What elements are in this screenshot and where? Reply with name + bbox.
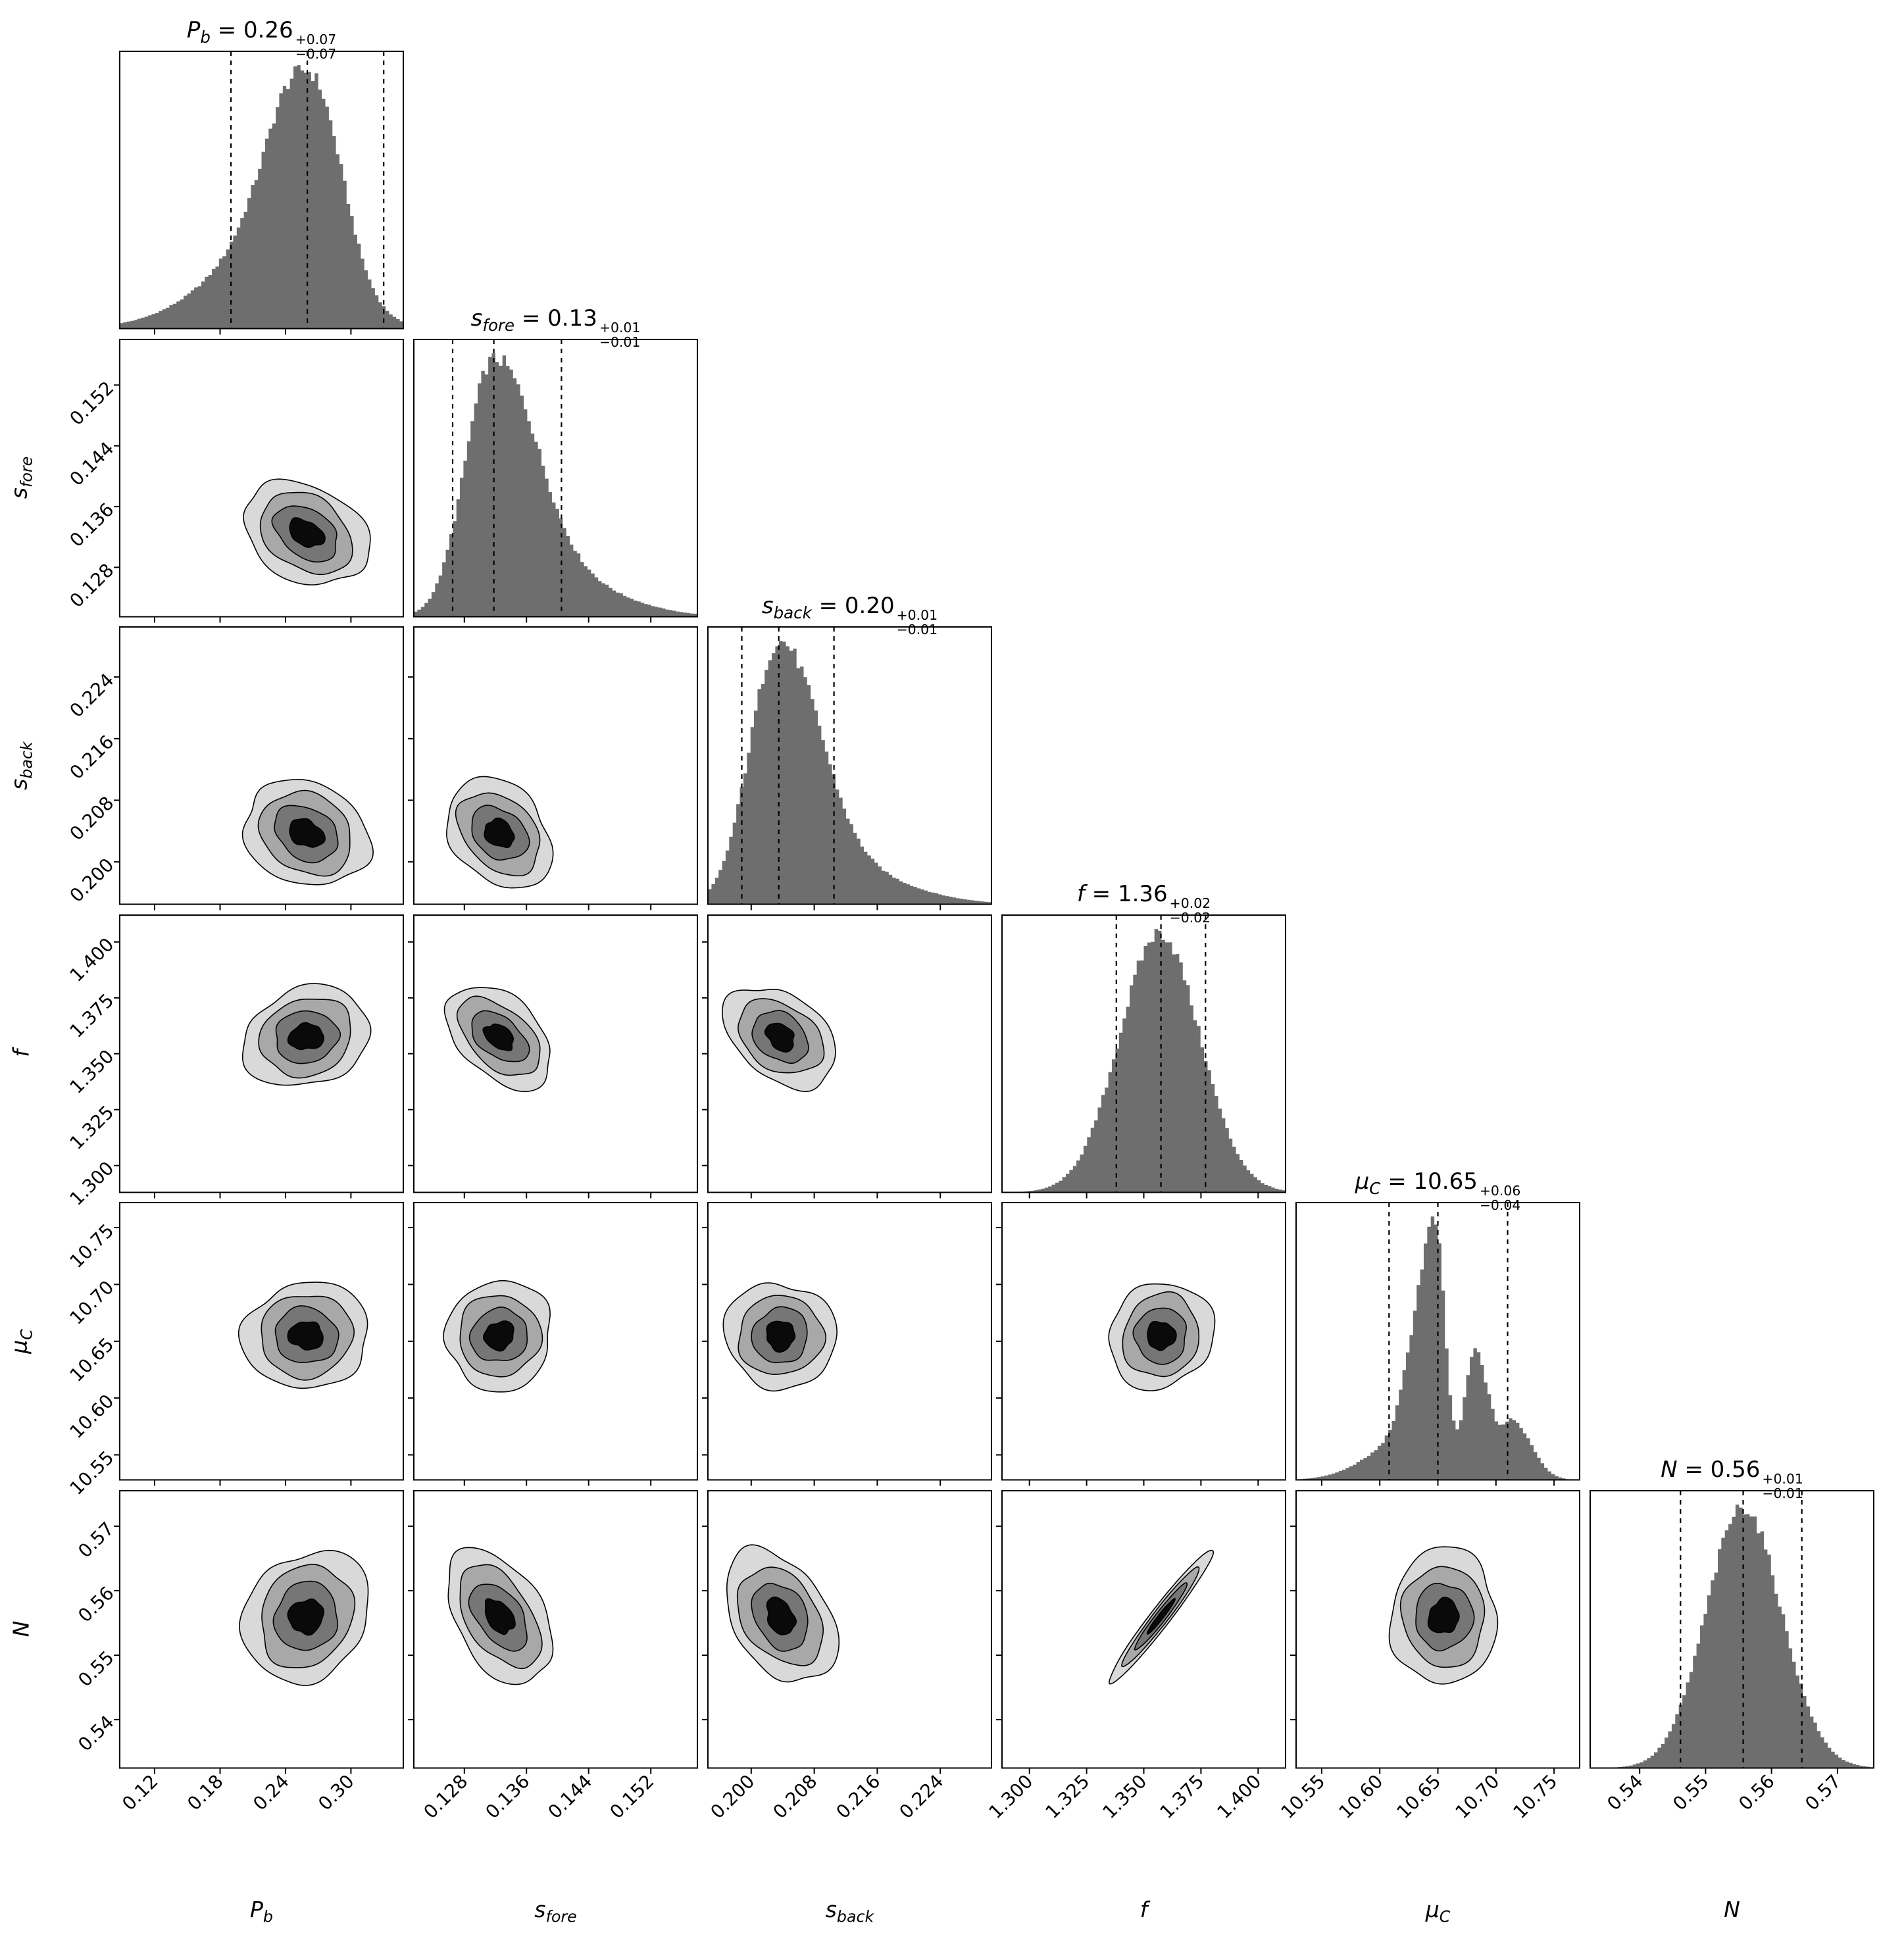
x-axis-label-s_fore: sfore bbox=[534, 1897, 577, 1926]
histogram-s_fore bbox=[414, 353, 697, 616]
hist-panel-P_b bbox=[119, 51, 404, 335]
x-axis-label-P_b: Pb bbox=[250, 1897, 273, 1926]
contour-level-3 bbox=[289, 516, 326, 548]
contour-level-3 bbox=[766, 1320, 796, 1353]
contour-level-3 bbox=[287, 1022, 324, 1050]
histogram-mu_C bbox=[1296, 1216, 1580, 1480]
panel-frame bbox=[119, 914, 404, 1193]
contour-level-3 bbox=[1147, 1320, 1177, 1351]
title-f: f = 1.36 +0.02 −0.02 bbox=[1076, 880, 1211, 926]
title-s_fore: sfore = 0.13 +0.01 −0.01 bbox=[470, 305, 641, 350]
panel-frame bbox=[1001, 914, 1286, 1193]
contour-level-3 bbox=[287, 1598, 324, 1635]
hist-panel-s_fore bbox=[413, 338, 698, 622]
hist-panel-N bbox=[1590, 1489, 1874, 1774]
x-axis-label-f: f bbox=[1140, 1897, 1148, 1922]
y-axis-label-s_back: sback bbox=[6, 741, 36, 790]
histogram-f bbox=[1002, 928, 1286, 1192]
contour-panel-N-vs-s_fore bbox=[408, 1489, 698, 1774]
title-s_back: sback = 0.20 +0.01 −0.01 bbox=[761, 593, 938, 638]
title-N: N = 0.56 +0.01 −0.01 bbox=[1661, 1456, 1803, 1501]
panel-frame bbox=[413, 626, 698, 905]
panel-frame bbox=[1590, 1489, 1874, 1768]
panel-frame bbox=[707, 626, 992, 905]
panel-frame bbox=[119, 1489, 404, 1768]
contour-panel-f-vs-s_back bbox=[702, 914, 992, 1198]
contour-panel-f-vs-P_b bbox=[114, 914, 404, 1198]
contour-level-3 bbox=[764, 1022, 795, 1053]
x-axis-label-N: N bbox=[1724, 1897, 1740, 1922]
contour-level-3 bbox=[483, 1320, 514, 1352]
contour-level-3 bbox=[482, 1023, 514, 1051]
y-axis-label-s_fore: sfore bbox=[6, 457, 36, 499]
histogram-P_b bbox=[120, 65, 403, 329]
contour-level-3 bbox=[484, 817, 515, 848]
contour-level-3 bbox=[289, 818, 326, 848]
contour-panel-s_back-vs-P_b bbox=[114, 626, 404, 910]
panel-frame bbox=[119, 1202, 404, 1481]
y-axis-label-f: f bbox=[8, 1049, 34, 1058]
panel-frame bbox=[1295, 1489, 1580, 1768]
contour-level-3 bbox=[287, 1321, 324, 1351]
title-P_b: Pb = 0.26 +0.07 −0.07 bbox=[186, 17, 337, 62]
contour-panel-mu_C-vs-P_b bbox=[114, 1202, 404, 1486]
panel-frame bbox=[707, 914, 992, 1193]
panel-frame bbox=[707, 1202, 992, 1481]
contour-level-3 bbox=[484, 1597, 516, 1635]
panel-frame bbox=[707, 1489, 992, 1768]
hist-panel-mu_C bbox=[1295, 1202, 1580, 1486]
contour-panel-s_back-vs-s_fore bbox=[408, 626, 698, 910]
contour-panel-s_fore-vs-P_b bbox=[114, 338, 404, 622]
hist-panel-s_back bbox=[707, 626, 992, 910]
panel-frame bbox=[413, 338, 698, 617]
contour-panel-mu_C-vs-s_back bbox=[702, 1202, 992, 1486]
x-axis-label-mu_C: μC bbox=[1425, 1897, 1451, 1926]
panel-frame bbox=[413, 1202, 698, 1481]
panel-frame bbox=[1295, 1202, 1580, 1481]
panel-frame bbox=[413, 1489, 698, 1768]
histogram-N bbox=[1590, 1504, 1874, 1768]
panel-frame bbox=[119, 338, 404, 617]
panel-frame bbox=[1001, 1489, 1286, 1768]
contour-level-3 bbox=[766, 1596, 797, 1635]
hist-panel-f bbox=[1001, 914, 1286, 1198]
contour-panel-N-vs-f bbox=[996, 1489, 1286, 1774]
contour-panel-mu_C-vs-f bbox=[996, 1202, 1286, 1486]
title-mu_C: μC = 10.65 +0.06 −0.04 bbox=[1355, 1168, 1521, 1214]
x-axis-label-s_back: sback bbox=[825, 1897, 874, 1926]
contour-level-3 bbox=[1146, 1597, 1176, 1635]
panel-frame bbox=[119, 51, 404, 330]
contour-panel-mu_C-vs-s_fore bbox=[408, 1202, 698, 1486]
contour-panel-N-vs-s_back bbox=[702, 1489, 992, 1774]
contour-panel-N-vs-mu_C bbox=[1290, 1489, 1580, 1774]
histogram-s_back bbox=[708, 641, 991, 905]
contour-panel-N-vs-P_b bbox=[114, 1489, 404, 1774]
panel-frame bbox=[413, 914, 698, 1193]
panel-frame bbox=[1001, 1202, 1286, 1481]
contour-panel-f-vs-s_fore bbox=[408, 914, 698, 1198]
contour-level-3 bbox=[1427, 1596, 1460, 1633]
y-axis-label-N: N bbox=[8, 1620, 34, 1637]
y-axis-label-mu_C: μC bbox=[6, 1328, 36, 1354]
panel-frame bbox=[119, 626, 404, 905]
